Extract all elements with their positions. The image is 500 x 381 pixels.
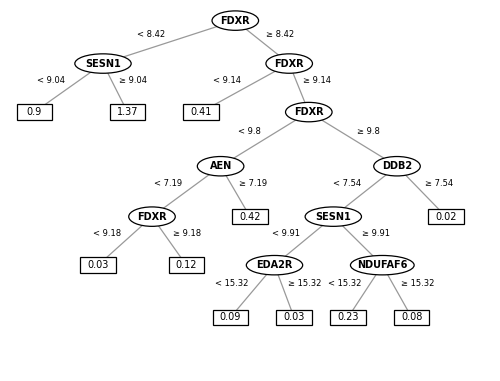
FancyBboxPatch shape <box>168 257 204 273</box>
Text: ≥ 7.54: ≥ 7.54 <box>426 179 454 189</box>
Ellipse shape <box>212 11 258 30</box>
Text: ≥ 9.8: ≥ 9.8 <box>357 127 380 136</box>
Text: EDA2R: EDA2R <box>256 260 292 270</box>
Ellipse shape <box>75 54 131 73</box>
Text: NDUFAF6: NDUFAF6 <box>357 260 408 270</box>
Text: ≥ 8.42: ≥ 8.42 <box>266 30 294 39</box>
FancyBboxPatch shape <box>330 310 366 325</box>
Text: 0.02: 0.02 <box>435 211 457 222</box>
Ellipse shape <box>198 157 244 176</box>
Text: 0.9: 0.9 <box>27 107 42 117</box>
Text: 0.08: 0.08 <box>401 312 422 322</box>
Text: < 8.42: < 8.42 <box>137 30 165 39</box>
Text: 0.12: 0.12 <box>176 260 197 270</box>
Text: 1.37: 1.37 <box>117 107 138 117</box>
Text: 0.03: 0.03 <box>284 312 305 322</box>
Ellipse shape <box>350 256 414 275</box>
Text: DDB2: DDB2 <box>382 161 412 171</box>
Text: FDXR: FDXR <box>137 211 167 222</box>
Text: SESN1: SESN1 <box>316 211 351 222</box>
FancyBboxPatch shape <box>80 257 116 273</box>
FancyBboxPatch shape <box>232 209 268 224</box>
Text: < 9.8: < 9.8 <box>238 127 261 136</box>
Text: ≥ 7.19: ≥ 7.19 <box>239 179 268 189</box>
Text: FDXR: FDXR <box>274 59 304 69</box>
FancyBboxPatch shape <box>276 310 312 325</box>
Ellipse shape <box>246 256 302 275</box>
Text: ≥ 9.14: ≥ 9.14 <box>303 76 331 85</box>
Ellipse shape <box>266 54 312 73</box>
Text: < 9.91: < 9.91 <box>272 229 300 238</box>
Text: FDXR: FDXR <box>220 16 250 26</box>
Text: AEN: AEN <box>210 161 232 171</box>
FancyBboxPatch shape <box>110 104 145 120</box>
Text: < 7.54: < 7.54 <box>333 179 361 189</box>
Text: < 9.04: < 9.04 <box>37 76 65 85</box>
Text: < 9.14: < 9.14 <box>213 76 241 85</box>
Text: SESN1: SESN1 <box>85 59 121 69</box>
FancyBboxPatch shape <box>184 104 218 120</box>
Text: < 7.19: < 7.19 <box>154 179 182 189</box>
Text: 0.41: 0.41 <box>190 107 212 117</box>
Text: < 15.32: < 15.32 <box>328 279 361 288</box>
Text: 0.03: 0.03 <box>88 260 109 270</box>
Text: ≥ 9.18: ≥ 9.18 <box>173 229 201 238</box>
FancyBboxPatch shape <box>17 104 52 120</box>
Text: < 9.18: < 9.18 <box>93 229 121 238</box>
FancyBboxPatch shape <box>428 209 464 224</box>
Text: 0.09: 0.09 <box>220 312 241 322</box>
Text: < 15.32: < 15.32 <box>215 279 248 288</box>
Text: ≥ 9.91: ≥ 9.91 <box>362 229 390 238</box>
Ellipse shape <box>374 157 420 176</box>
Text: 0.42: 0.42 <box>240 211 261 222</box>
Text: 0.23: 0.23 <box>337 312 359 322</box>
Ellipse shape <box>286 102 332 122</box>
FancyBboxPatch shape <box>213 310 248 325</box>
Ellipse shape <box>305 207 362 226</box>
Text: ≥ 9.04: ≥ 9.04 <box>119 76 147 85</box>
Ellipse shape <box>128 207 176 226</box>
Text: ≥ 15.32: ≥ 15.32 <box>401 279 434 288</box>
FancyBboxPatch shape <box>394 310 430 325</box>
Text: ≥ 15.32: ≥ 15.32 <box>288 279 322 288</box>
Text: FDXR: FDXR <box>294 107 324 117</box>
